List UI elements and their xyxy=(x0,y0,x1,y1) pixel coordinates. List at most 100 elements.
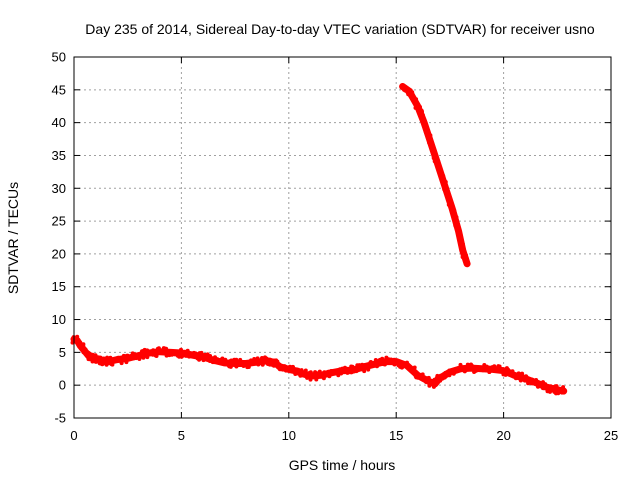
data-point xyxy=(362,367,366,372)
data-point xyxy=(399,365,404,370)
data-point xyxy=(540,386,545,391)
data-point xyxy=(436,160,441,164)
data-point xyxy=(487,370,492,374)
data-point xyxy=(122,357,127,362)
data-point xyxy=(215,357,220,362)
data-point xyxy=(560,390,564,395)
data-point xyxy=(442,375,447,380)
data-point xyxy=(366,367,371,372)
data-point xyxy=(375,362,380,367)
data-point xyxy=(389,357,394,362)
data-point xyxy=(440,174,444,179)
data-point xyxy=(454,215,459,220)
data-point xyxy=(465,256,469,261)
grid xyxy=(74,57,611,418)
data-point xyxy=(513,374,518,379)
data-point xyxy=(460,242,465,247)
data-point xyxy=(554,384,559,389)
data-point xyxy=(345,366,350,371)
data-point xyxy=(147,350,152,355)
data-point xyxy=(116,355,121,360)
data-point xyxy=(299,368,304,373)
data-point xyxy=(510,369,515,374)
data-point xyxy=(536,384,540,389)
data-point xyxy=(317,369,322,374)
data-point xyxy=(548,389,552,394)
data-point xyxy=(193,351,198,356)
data-point xyxy=(412,365,417,370)
data-point xyxy=(412,100,417,105)
data-point xyxy=(124,360,129,365)
data-point xyxy=(424,127,429,131)
data-point xyxy=(461,246,466,251)
data-point xyxy=(97,357,102,362)
y-axis-label: SDTVAR / TECUs xyxy=(5,182,21,294)
data-point xyxy=(427,383,432,388)
data-point xyxy=(238,357,243,362)
data-point xyxy=(360,362,365,367)
data-point xyxy=(371,362,376,366)
data-point xyxy=(179,347,183,352)
x-tick-label: 10 xyxy=(282,428,296,443)
data-point xyxy=(256,362,261,367)
data-point xyxy=(428,133,433,138)
data-point xyxy=(296,367,301,372)
data-point xyxy=(420,117,424,122)
data-point xyxy=(500,368,505,373)
data-point xyxy=(354,367,359,372)
data-point xyxy=(90,359,95,364)
data-point xyxy=(260,358,265,363)
data-point xyxy=(431,384,436,389)
data-point xyxy=(465,261,470,266)
data-point xyxy=(492,368,497,373)
data-point xyxy=(184,353,188,358)
data-point xyxy=(443,371,448,376)
y-tick-label: 15 xyxy=(52,279,66,294)
y-tick-label: 45 xyxy=(52,82,66,97)
data-point xyxy=(458,232,463,237)
data-point xyxy=(425,131,430,136)
data-point xyxy=(301,370,306,375)
data-point xyxy=(197,357,202,362)
data-point xyxy=(435,380,440,385)
data-point xyxy=(431,156,436,160)
data-point xyxy=(480,368,485,373)
x-tick-label: 20 xyxy=(496,428,510,443)
data-point xyxy=(458,362,463,367)
data-point xyxy=(260,362,265,367)
data-point xyxy=(466,366,471,371)
data-point xyxy=(418,105,422,109)
data-point xyxy=(368,360,373,365)
data-point xyxy=(438,166,443,171)
data-point xyxy=(438,378,443,383)
data-point xyxy=(432,152,436,157)
data-point xyxy=(119,360,124,364)
data-point xyxy=(304,373,309,378)
y-tick-label: 5 xyxy=(59,345,66,360)
data-point xyxy=(204,357,209,362)
data-point xyxy=(367,363,372,368)
data-point xyxy=(420,372,425,377)
data-point xyxy=(327,374,332,379)
y-tick-label: 25 xyxy=(52,214,66,229)
data-point xyxy=(109,360,114,365)
data-point xyxy=(430,147,434,152)
x-tick-label: 25 xyxy=(604,428,618,443)
data-point xyxy=(420,112,425,116)
data-point xyxy=(380,356,385,361)
data-point xyxy=(430,144,435,149)
x-axis-label: GPS time / hours xyxy=(289,457,396,473)
data-point xyxy=(293,372,298,376)
y-tick-label: 50 xyxy=(52,50,66,65)
series-1 xyxy=(70,334,568,396)
data-point xyxy=(452,208,457,213)
data-point xyxy=(454,223,459,228)
data-point xyxy=(141,355,146,360)
data-point xyxy=(185,348,190,353)
data-point xyxy=(492,364,497,369)
series-line xyxy=(70,335,568,395)
plot-frame xyxy=(73,56,612,419)
data-point xyxy=(413,105,418,110)
data-point xyxy=(267,357,272,362)
